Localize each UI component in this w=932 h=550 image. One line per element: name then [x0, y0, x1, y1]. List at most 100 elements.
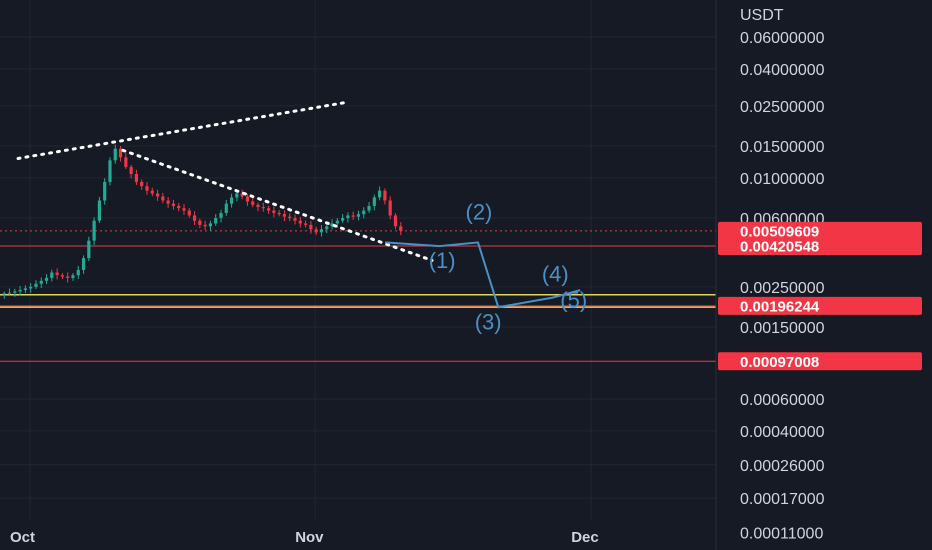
- candle-body-64: [341, 218, 345, 221]
- candle-body-45: [240, 193, 244, 197]
- candle-body-49: [261, 207, 265, 209]
- candle-body-75: [399, 226, 403, 231]
- elliott-wave[interactable]: (1) (2) (3) (4)(5): [385, 199, 587, 335]
- price-tick-9: 0.00040000: [740, 424, 825, 441]
- candle-body-8: [44, 277, 49, 281]
- candle-body-57: [303, 223, 308, 225]
- trendline-0: [16, 100, 349, 160]
- price-tick-11: 0.00017000: [740, 491, 825, 508]
- candle-body-30: [161, 196, 165, 201]
- candle-body-21: [113, 148, 117, 161]
- candle-body-31: [166, 200, 170, 204]
- price-badge-bg-0: [718, 221, 922, 240]
- price-tick-10: 0.00026000: [740, 458, 825, 475]
- candle-body-15: [81, 258, 86, 270]
- time-tick-dec: Dec: [571, 529, 599, 546]
- candle-body-65: [346, 215, 350, 219]
- price-tick-3: 0.01500000: [740, 139, 825, 156]
- candle-body-28: [150, 190, 154, 194]
- candle-body-11: [60, 275, 64, 277]
- candle-body-51: [272, 210, 276, 213]
- candle-body-52: [277, 212, 281, 215]
- candle-body-18: [97, 200, 102, 221]
- price-badge-label-0: 0.00509609: [740, 223, 819, 240]
- candle-body-54: [288, 216, 292, 219]
- candle-body-7: [39, 280, 43, 284]
- candles: [2, 144, 403, 299]
- candle-body-73: [388, 200, 392, 216]
- candle-body-48: [256, 204, 260, 208]
- price-badge-label-1: 0.00420548: [740, 238, 819, 255]
- candle-body-70: [372, 197, 376, 206]
- candle-body-24: [129, 166, 133, 175]
- price-tick-6: 0.00250000: [740, 280, 825, 297]
- candle-body-36: [192, 215, 197, 221]
- wave-label-3: (3): [475, 310, 502, 335]
- price-level-lines: [0, 230, 716, 362]
- price-axis-labels: 0.06000000 0.04000000 0.02500000 0.01500000…: [740, 30, 825, 542]
- candle-body-56: [298, 220, 302, 224]
- candle-body-14: [76, 269, 80, 276]
- candle-body-12: [66, 276, 70, 278]
- candle-body-60: [319, 229, 324, 233]
- candle-body-43: [229, 197, 234, 204]
- candle-body-5: [29, 286, 33, 289]
- candle-body-26: [140, 181, 144, 187]
- candle-body-74: [393, 215, 398, 227]
- candle-body-46: [245, 196, 250, 202]
- candle-body-2: [13, 291, 17, 293]
- wave-label-5: (5): [560, 288, 587, 313]
- candle-body-61: [325, 226, 329, 230]
- trendlines[interactable]: [16, 100, 434, 262]
- candle-body-1: [7, 292, 12, 294]
- trendline-1: [121, 148, 434, 262]
- candle-body-19: [103, 181, 107, 201]
- price-tick-8: 0.00060000: [740, 392, 825, 409]
- grid: [0, 0, 716, 533]
- price-badge-bg-2: [718, 296, 922, 315]
- candle-body-67: [356, 214, 361, 217]
- candle-body-6: [34, 283, 38, 287]
- time-tick-nov: Nov: [295, 529, 324, 546]
- support-lines: [0, 294, 716, 308]
- time-tick-oct: Oct: [10, 529, 35, 546]
- price-badge-bg-3: [718, 352, 922, 371]
- candle-body-58: [309, 224, 313, 230]
- candle-body-23: [124, 157, 128, 167]
- price-axis-panel[interactable]: [716, 0, 932, 520]
- price-tick-12: 0.00011000: [740, 525, 823, 542]
- candle-body-40: [214, 218, 218, 224]
- candle-body-34: [182, 208, 186, 211]
- candle-body-55: [293, 218, 297, 221]
- candle-body-29: [155, 193, 160, 197]
- candle-body-59: [314, 229, 318, 233]
- candle-body-39: [208, 223, 213, 227]
- candle-body-41: [219, 212, 223, 219]
- time-axis-labels: Oct Nov Dec: [10, 529, 599, 546]
- candle-body-71: [378, 190, 382, 198]
- wave-label-2: (2): [466, 199, 493, 224]
- price-badge-label-3: 0.00097008: [740, 354, 819, 371]
- candle-body-50: [266, 208, 271, 211]
- candle-body-20: [108, 160, 112, 182]
- price-badge-bg-1: [718, 236, 922, 255]
- candle-body-16: [87, 240, 91, 259]
- price-tick-2: 0.02500000: [740, 99, 825, 116]
- wave-label-1: (1): [429, 248, 456, 273]
- currency-label: USDT: [740, 7, 784, 24]
- candle-body-68: [362, 210, 366, 215]
- time-axis-panel[interactable]: [0, 520, 716, 550]
- candle-body-37: [198, 220, 202, 225]
- candle-body-42: [224, 203, 228, 213]
- price-tick-0: 0.06000000: [740, 30, 825, 47]
- candle-body-44: [235, 193, 239, 198]
- candle-body-27: [145, 186, 149, 191]
- candle-body-22: [118, 148, 123, 158]
- candle-body-62: [330, 223, 334, 227]
- candle-body-66: [351, 215, 355, 217]
- candle-body-69: [367, 205, 371, 211]
- price-tick-1: 0.04000000: [740, 62, 825, 79]
